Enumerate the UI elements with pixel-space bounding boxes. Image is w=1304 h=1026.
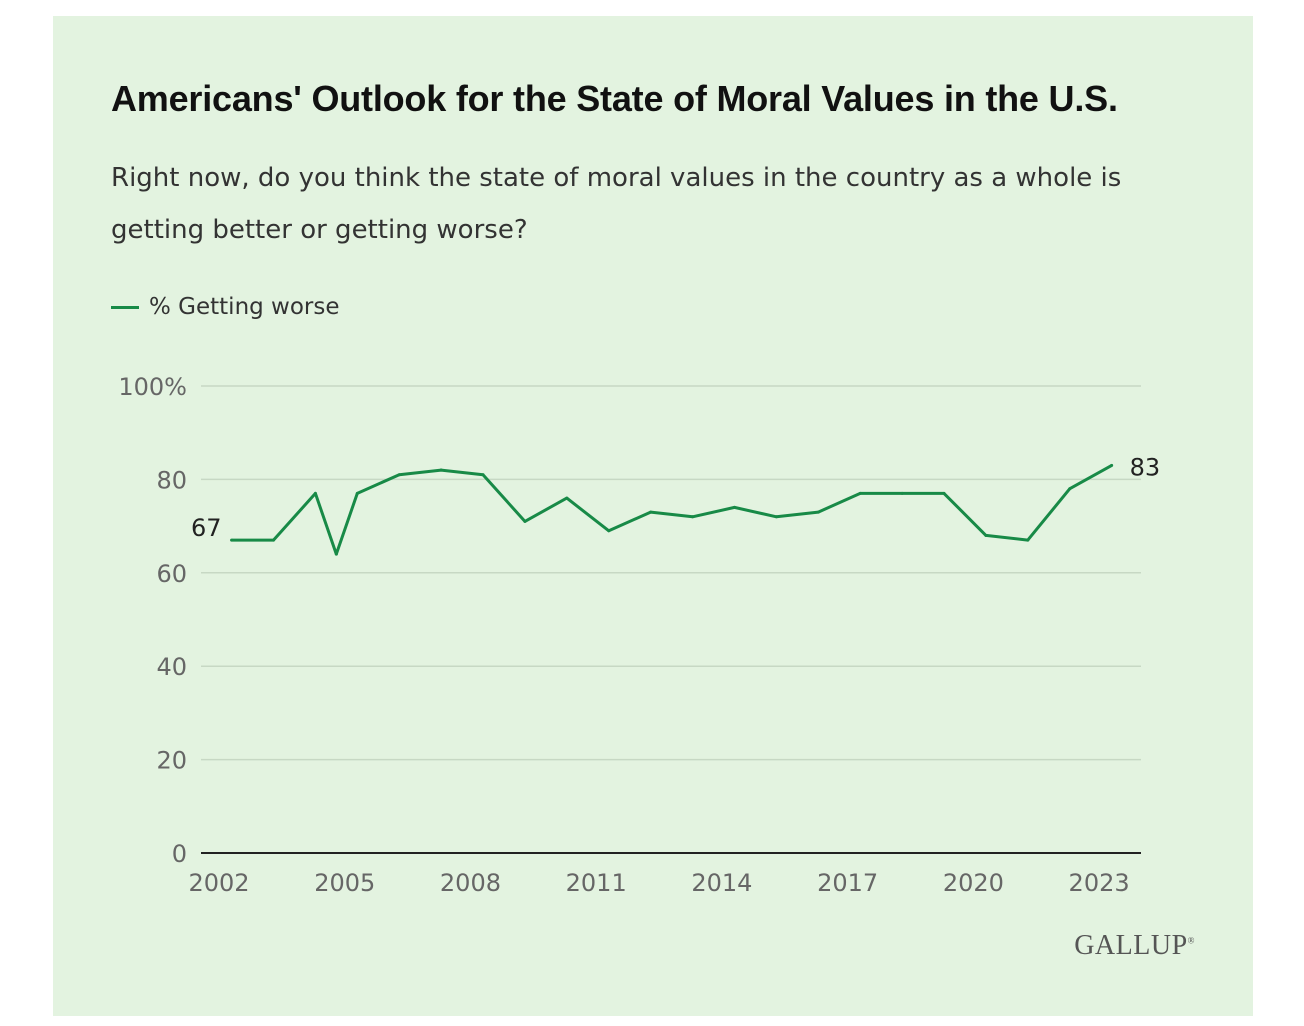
data-point [900, 491, 904, 495]
data-point [355, 491, 359, 495]
data-point [732, 505, 736, 509]
data-point [230, 538, 234, 542]
y-tick-label: 100% [118, 373, 187, 401]
x-tick-label: 2023 [1069, 869, 1130, 897]
data-point [565, 496, 569, 500]
x-axis-ticks: 2002 2005 2008 2011 2014 2017 2020 2023 [188, 869, 1129, 897]
y-tick-label: 80 [156, 466, 187, 494]
data-point [1026, 538, 1030, 542]
x-tick-label: 2005 [314, 869, 375, 897]
legend-swatch [111, 305, 139, 309]
chart-subtitle: Right now, do you think the state of mor… [111, 163, 1122, 245]
data-labels: 67 83 [191, 453, 1160, 542]
data-point [942, 491, 946, 495]
data-point [313, 491, 317, 495]
data-point [1110, 463, 1114, 467]
data-point [858, 491, 862, 495]
data-point [1068, 487, 1072, 491]
data-point [691, 515, 695, 519]
x-tick-label: 2020 [943, 869, 1004, 897]
data-point [523, 519, 527, 523]
gridlines [201, 385, 1141, 761]
data-point [649, 510, 653, 514]
gallup-logo: GALLUP® [1074, 930, 1195, 961]
data-point [397, 473, 401, 477]
chart-title: Americans' Outlook for the State of Mora… [111, 78, 1118, 119]
x-tick-label: 2002 [188, 869, 249, 897]
legend-label: % Getting worse [149, 294, 340, 320]
data-point [271, 538, 275, 542]
x-tick-label: 2008 [440, 869, 501, 897]
x-tick-label: 2014 [691, 869, 752, 897]
y-tick-label: 0 [172, 840, 187, 868]
data-point [607, 529, 611, 533]
data-point [334, 552, 338, 556]
legend: % Getting worse [111, 294, 340, 320]
data-points [230, 463, 1114, 556]
data-point [439, 468, 443, 472]
chart-card: Americans' Outlook for the State of Mora… [53, 16, 1253, 1016]
y-tick-label: 60 [156, 560, 187, 588]
y-tick-label: 20 [156, 747, 187, 775]
data-point [774, 515, 778, 519]
data-point [816, 510, 820, 514]
gallup-logo-text: GALLUP [1074, 930, 1188, 961]
data-point [984, 533, 988, 537]
y-tick-label: 40 [156, 653, 187, 681]
data-label: 83 [1130, 453, 1161, 481]
y-axis-ticks: 100% 80 60 40 20 0 [118, 373, 187, 868]
data-point [481, 473, 485, 477]
data-label: 67 [191, 514, 222, 542]
x-tick-label: 2017 [817, 869, 878, 897]
x-tick-label: 2011 [566, 869, 627, 897]
